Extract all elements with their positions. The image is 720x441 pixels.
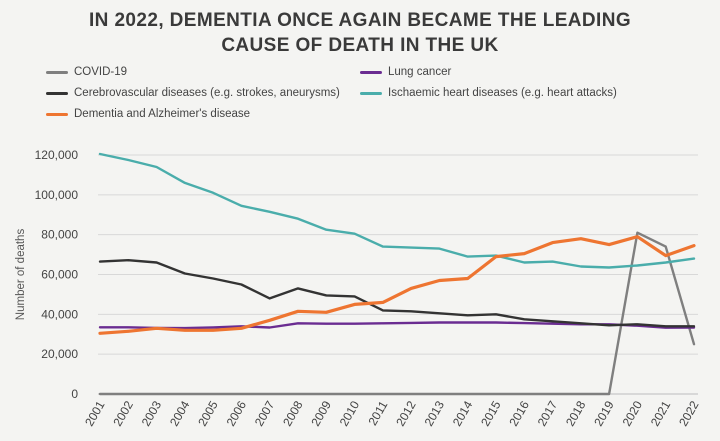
x-tick-label: 2004	[167, 398, 193, 428]
legend-item-covid: COVID-19	[46, 66, 127, 78]
y-tick-label: 20,000	[41, 347, 78, 361]
x-tick-label: 2022	[676, 398, 702, 428]
y-tick-label: 40,000	[41, 307, 78, 321]
series-line-dementia	[98, 235, 696, 335]
y-axis-title: Number of deaths	[15, 229, 27, 321]
legend-label-cerebro: Cerebrovascular diseases (e.g. strokes, …	[74, 87, 340, 99]
x-tick-label: 2002	[110, 398, 136, 428]
x-tick-label: 2018	[563, 398, 589, 428]
x-tick-label: 2021	[648, 398, 674, 428]
y-tick-label: 80,000	[41, 228, 78, 242]
x-tick-label: 2017	[535, 398, 561, 428]
legend-label-dementia: Dementia and Alzheimer's disease	[74, 108, 251, 120]
legend-item-cerebro: Cerebrovascular diseases (e.g. strokes, …	[46, 87, 340, 99]
x-tick-label: 2019	[591, 398, 617, 428]
x-tick-label: 2008	[280, 398, 306, 428]
legend-label-lung: Lung cancer	[388, 66, 452, 78]
y-tick-label: 120,000	[35, 148, 79, 162]
y-tick-label: 0	[71, 387, 78, 401]
x-tick-label: 2012	[393, 398, 419, 428]
x-tick-label: 2011	[365, 398, 390, 428]
legend-swatch-cerebro	[46, 91, 68, 95]
series-line-covid	[98, 231, 696, 396]
x-tick-label: 2006	[224, 398, 250, 428]
series-line-cerebro	[98, 259, 696, 328]
chart-title-line-2: CAUSE OF DEATH IN THE UK	[221, 35, 499, 56]
legend-swatch-covid	[46, 70, 68, 74]
chart-title: IN 2022, DEMENTIA ONCE AGAIN BECAME THE …	[0, 8, 720, 58]
x-tick-label: 2014	[450, 398, 476, 428]
x-tick-label: 2015	[478, 398, 504, 428]
legend-item-dementia: Dementia and Alzheimer's disease	[46, 108, 250, 120]
legend-item-ischaemic: Ischaemic heart diseases (e.g. heart att…	[360, 87, 617, 99]
legend-swatch-dementia	[46, 112, 68, 116]
x-tick-label: 2007	[252, 398, 278, 428]
x-tick-label: 2010	[337, 398, 363, 428]
legend-swatch-lung	[360, 70, 382, 74]
y-tick-label: 60,000	[41, 268, 78, 282]
series-line-ischaemic	[98, 152, 696, 269]
legend-label-ischaemic: Ischaemic heart diseases (e.g. heart att…	[388, 87, 617, 99]
x-tick-label: 2013	[422, 398, 448, 428]
x-tick-label: 2005	[195, 398, 221, 428]
chart-title-line-1: IN 2022, DEMENTIA ONCE AGAIN BECAME THE …	[88, 10, 632, 31]
x-tick-label: 2009	[308, 398, 334, 428]
legend-item-lung: Lung cancer	[360, 66, 451, 78]
chart-legend: COVID-19 Lung cancer Cerebrovascular dis…	[0, 0, 720, 130]
x-tick-label: 2020	[620, 398, 646, 428]
x-tick-label: 2016	[506, 398, 532, 428]
x-tick-label: 2001	[82, 398, 108, 428]
y-tick-label: 100,000	[35, 188, 79, 202]
legend-label-covid: COVID-19	[74, 66, 128, 78]
legend-swatch-ischaemic	[360, 91, 382, 95]
x-tick-label: 2003	[139, 398, 165, 428]
